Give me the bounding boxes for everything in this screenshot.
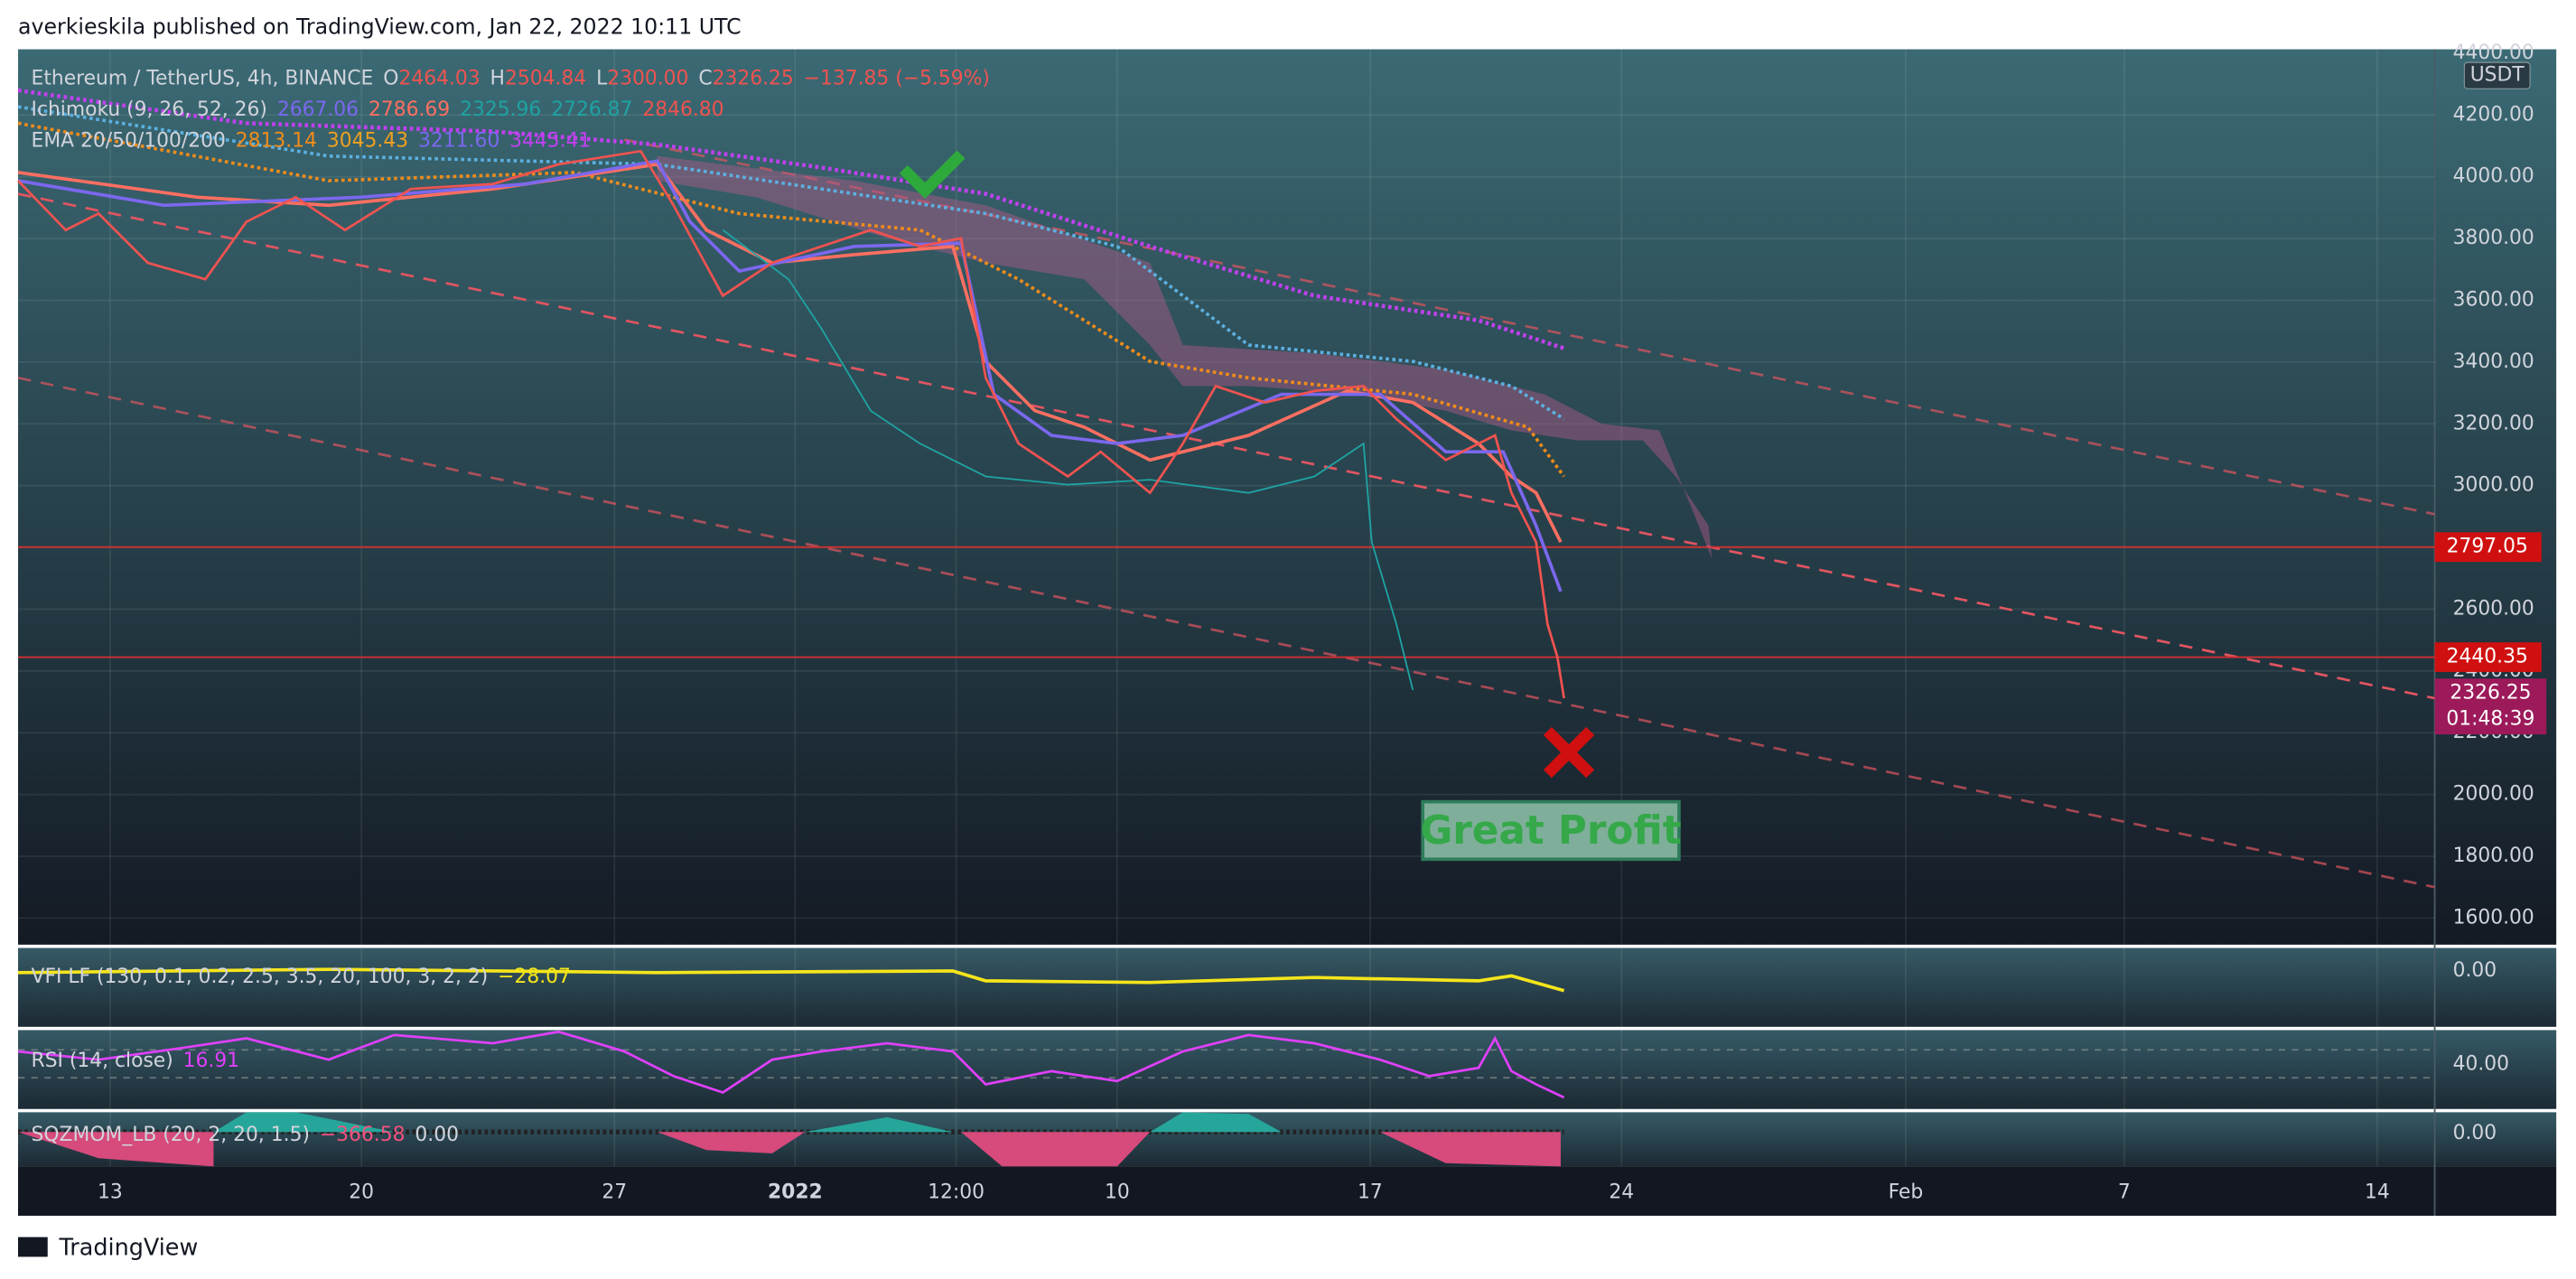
time-label: 14 (2365, 1181, 2390, 1204)
vfi-pane (18, 948, 2557, 1027)
legend-ichimoku: Ichimoku (9, 26, 52, 26) 2667.06 2786.69 23… (32, 98, 724, 121)
time-label: 2022 (768, 1181, 823, 1204)
price-tag: 2440.35 (2447, 646, 2528, 668)
ema-value: 3045.43 (327, 129, 408, 152)
ohlc-item: 2326.25 (713, 67, 794, 89)
price-label: 3200.00 (2453, 412, 2534, 434)
sqz-legend: SQZMOM_LB (20, 2, 20, 1.5) −366.58 0.00 (32, 1124, 459, 1146)
price-label: 3800.00 (2453, 227, 2534, 249)
ichimoku-value: 2846.80 (642, 98, 723, 121)
tag-bg (2434, 532, 2542, 563)
time-label: 24 (1609, 1181, 1634, 1204)
currency: USDT (2470, 64, 2525, 87)
time-label: 20 (349, 1181, 374, 1204)
ichimoku-value: 2726.87 (551, 98, 632, 121)
ema-name: EMA 20/50/100/200 (32, 129, 226, 152)
check-mark (899, 150, 966, 199)
price-label: 2000.00 (2453, 783, 2534, 806)
time-label: 7 (2118, 1181, 2131, 1204)
ema-50 (17, 121, 1566, 478)
rsi-legend: RSI (14, close) 16.91 (32, 1050, 240, 1072)
time-label: 12:00 (928, 1181, 985, 1204)
sqz-axis: 0.00 (2453, 1122, 2497, 1144)
time-label: 13 (98, 1181, 123, 1204)
price-label: 4400.00 (2453, 42, 2534, 64)
price-label: 1800.00 (2453, 845, 2534, 867)
price-label: 1600.00 (2453, 906, 2534, 929)
legend-symbol: Ethereum / TetherUS, 4h, BINANCE O2464.03… (32, 67, 990, 89)
price-label: 4200.00 (2453, 103, 2534, 126)
sqz-value: −366.58 (320, 1124, 406, 1146)
ichimoku-value: 2786.69 (369, 98, 450, 121)
price-tag: 2797.05 (2447, 536, 2528, 558)
sqz-histogram (213, 1112, 1282, 1133)
sqz-name: SQZMOM_LB (20, 2, 20, 1.5) (32, 1124, 310, 1146)
trend-lines (17, 138, 2435, 889)
sqz-histogram (18, 1132, 1561, 1167)
time-label: 10 (1105, 1181, 1130, 1204)
ohlc-item: 2464.03 (398, 67, 480, 89)
symbol: Ethereum / TetherUS, 4h, BINANCE (32, 67, 374, 89)
ohlc-item: 2300.00 (607, 67, 688, 89)
rsi-name: RSI (14, close) (32, 1050, 173, 1072)
ema-200 (17, 88, 1565, 350)
chikou (722, 229, 1414, 691)
ichimoku-value: 2325.96 (460, 98, 541, 121)
price-line (17, 149, 1565, 699)
price-label: 3000.00 (2453, 474, 2534, 497)
currency-box (2463, 61, 2531, 89)
cross-mark (1543, 726, 1595, 779)
ichimoku-cloud (657, 155, 1713, 559)
vfi-legend: VFI LF (130, 0.1, 0.2, 2.5, 3.5, 20, 100… (32, 966, 571, 988)
logo (18, 1237, 48, 1257)
ema-value: 3211.60 (418, 129, 499, 152)
price-label: 3600.00 (2453, 288, 2534, 311)
time-labels: 13 20 27 2022 12:00 10 17 24 Feb 7 14 (98, 1181, 2390, 1204)
price-label: 3400.00 (2453, 350, 2534, 373)
vfi-name: VFI LF (130, 0.1, 0.2, 2.5, 3.5, 20, 100… (32, 966, 489, 988)
rsi-pane (18, 1030, 2557, 1109)
price-label: 2600.00 (2453, 597, 2534, 620)
time-label: Feb (1889, 1181, 1924, 1204)
time-label: 17 (1358, 1181, 1383, 1204)
last-price: 2326.25 (2450, 682, 2531, 705)
time-label: 27 (602, 1181, 627, 1204)
ema-value: 3445.41 (509, 129, 591, 152)
ohlc-item: O (383, 67, 398, 89)
annotation: Great Profit (1420, 808, 1681, 854)
tag-bg (2434, 642, 2542, 672)
rsi-axis: 40.00 (2453, 1053, 2509, 1076)
countdown: 01:48:39 (2446, 708, 2534, 731)
header: averkieskila published on TradingView.co… (18, 14, 742, 39)
annotation-box (1421, 799, 1681, 862)
footer: TradingView (58, 1234, 198, 1261)
sqz-value: 0.00 (415, 1124, 459, 1146)
ohlc-item: C (698, 67, 712, 89)
vfi-line (17, 967, 1565, 993)
ohlc-item: L (596, 67, 608, 89)
vfi-axis: 0.00 (2453, 959, 2497, 982)
price-axis: 4400.00 4200.00 4000.00 3800.00 3600.00 3400.… (2453, 42, 2534, 929)
ichimoku-name: Ichimoku (9, 26, 52, 26) (32, 98, 267, 121)
tag-bg (2434, 678, 2547, 735)
vfi-value: −28.07 (498, 966, 571, 988)
ohlc-item: −137.85 (−5.59%) (804, 67, 990, 89)
price-pane (18, 49, 2557, 945)
price-label: 4000.00 (2453, 165, 2534, 188)
ema-value: 2813.14 (236, 129, 317, 152)
time-axis (18, 1166, 2557, 1216)
sqz-pane (18, 1112, 2557, 1167)
legend-ema: EMA 20/50/100/200 2813.14 3045.43 3211.60 34… (32, 129, 592, 152)
ichimoku-value: 2667.06 (277, 98, 359, 121)
rsi-line (17, 1030, 1565, 1099)
ohlc-item: 2504.84 (505, 67, 586, 89)
rsi-value: 16.91 (183, 1050, 239, 1072)
ohlc-item: H (490, 67, 505, 89)
